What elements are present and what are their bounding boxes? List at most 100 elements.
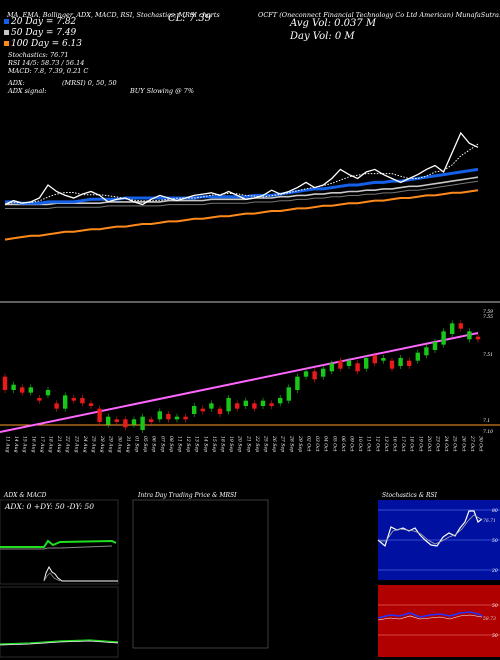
ma100-value: 100 Day = 6.13 [11, 39, 83, 49]
stoch-panel: Stochastics & RSI 80 50 20 76.71 50 50 5… [377, 492, 500, 657]
macd-line [0, 639, 119, 645]
date-label: 25 Oct [452, 435, 458, 452]
candle-body [45, 390, 51, 396]
avg-volume: Avg Vol: 0.037 M [290, 18, 377, 29]
candle-body [200, 408, 205, 412]
adx-panel: ADX & MACD ADX: 0 +DY: 50 -DY: 50 [0, 492, 119, 658]
candle-body [235, 403, 240, 409]
candle-body [174, 416, 180, 420]
ma50-line [5, 176, 479, 206]
macd-box [0, 586, 119, 658]
candle-body [226, 398, 231, 412]
date-label: 16 Aug [30, 436, 36, 453]
candle-body [295, 376, 300, 390]
date-label: 22 Aug [65, 435, 71, 453]
ma20-swatch [4, 19, 9, 24]
date-label: 20 Oct [426, 435, 432, 452]
date-axis: 11 Aug 14 Aug 15 Aug 16 Aug 17 Aug 18 Aug 21 A… [5, 435, 484, 453]
close-value: CL: 7.39 [168, 13, 212, 24]
rsi-tick-lower: 50 [492, 633, 498, 639]
candle-body [149, 419, 154, 422]
candle-body [28, 387, 33, 393]
candle-body [329, 363, 334, 372]
candle-body [37, 398, 42, 401]
date-label: 05 Sep [142, 436, 148, 452]
date-label: 21 Sep [245, 435, 251, 452]
mrsi-line [377, 614, 483, 621]
stochastics-value: Stochastics: 76.71 [8, 51, 69, 59]
ma-panel [0, 131, 500, 303]
candle-body [432, 342, 438, 350]
candle-body [183, 416, 188, 420]
date-label: 14 Sep [202, 436, 208, 452]
candle-body [80, 398, 85, 404]
candle-group [2, 320, 481, 433]
date-label: 30 Oct [478, 436, 484, 452]
date-label: 27 Oct [469, 435, 475, 452]
candle-body [243, 400, 248, 406]
price-tick-low: 7.1 [483, 418, 490, 424]
adx-minus-line [0, 545, 113, 550]
candle-body [140, 416, 145, 430]
date-label: 15 Sep [211, 436, 217, 452]
candle-body [398, 358, 403, 366]
date-label: 16 Oct [392, 436, 398, 452]
date-label: 24 Oct [443, 435, 449, 452]
date-label: 05 Oct [331, 436, 337, 452]
trend-line [0, 332, 479, 433]
candle-body [260, 400, 266, 406]
chart-prefix: MA, EMA, Bollinger, ADX, MACD, RSI, Stoc… [7, 11, 220, 19]
date-label: 30 Aug [116, 436, 122, 453]
ma50-legend: 50 Day = 7.49 [4, 28, 76, 38]
macd-signal-line [0, 640, 119, 646]
candle-body [441, 331, 446, 345]
date-label: 18 Sep [220, 436, 226, 452]
candle-body [475, 336, 481, 340]
price-tick-low2: 7.10 [483, 429, 493, 435]
candle-body [217, 408, 223, 414]
candle-body [123, 419, 128, 428]
stoch-d-line [378, 514, 483, 545]
candle-body [252, 403, 257, 409]
adx-panel-title: ADX & MACD [3, 492, 47, 499]
candle-body [450, 323, 455, 334]
header-title: OCFT (Oneconnect Financial Technology Co… [258, 11, 500, 19]
candle-body [88, 403, 94, 406]
date-label: 02 Oct [306, 436, 312, 452]
rsi-value: RSI 14/5: 58.73 / 56.14 [8, 59, 85, 67]
buy-signal: BUY Slowing @ 7% [130, 87, 194, 95]
ma50-value: 50 Day = 7.49 [11, 28, 77, 38]
date-label: 29 Sep [297, 435, 303, 452]
candle-body [458, 323, 463, 329]
rsi-value-label: 58.73 [483, 616, 496, 622]
intraday-panel-title: Intra Day Trading Price & MRSI [137, 492, 237, 499]
rsi-tick-upper: 50 [492, 603, 498, 609]
candle-body [389, 360, 395, 369]
date-label: 18 Aug [48, 436, 54, 453]
date-label: 11 Sep [177, 436, 183, 452]
date-label: 31 Aug [125, 436, 131, 453]
date-label: 01 Sep [134, 436, 140, 452]
date-label: 22 Sep [254, 435, 260, 452]
candle-body [209, 403, 214, 409]
price-tick-mid: 7.51 [483, 352, 493, 358]
date-label: 04 Oct [323, 436, 329, 452]
candle-panel: 7.59 7.55 7.51 7.1 7.10 11 Aug 14 Aug 15 A… [0, 309, 500, 453]
rsi-line [377, 611, 483, 619]
date-label: 08 Sep [168, 436, 174, 452]
price-tick-top: 7.59 [483, 309, 493, 315]
date-label: 07 Sep [159, 436, 165, 452]
adx-diff-line [43, 565, 118, 582]
ma50-shadow-line [5, 180, 479, 209]
candle-body [166, 414, 171, 420]
candle-body [97, 408, 102, 422]
candle-body [321, 368, 326, 377]
candle-body [54, 403, 59, 409]
stoch-panel-title: Stochastics & RSI [382, 492, 438, 499]
date-label: 21 Aug [56, 435, 62, 453]
price-tick-top2: 7.55 [483, 314, 493, 320]
date-label: 27 Sep [280, 435, 286, 452]
adx-signal-label: ADX signal: [8, 87, 47, 95]
candle-body [192, 406, 197, 414]
